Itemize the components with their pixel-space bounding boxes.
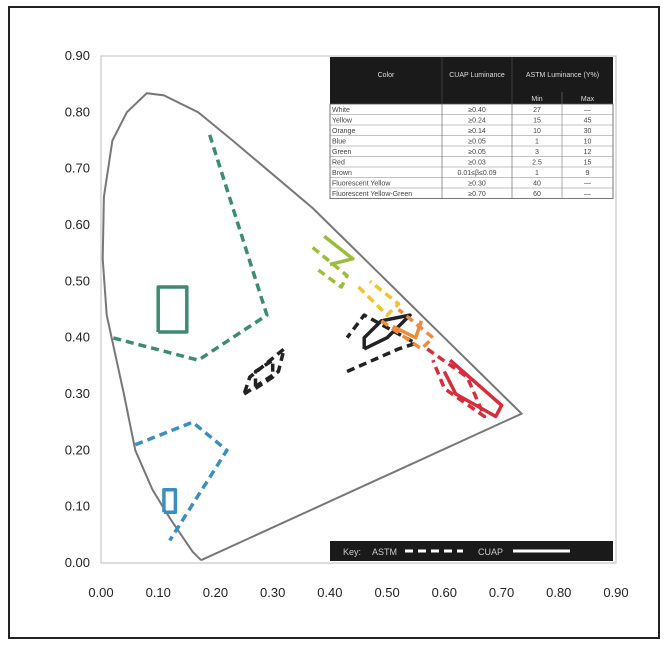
series-line-5 xyxy=(253,358,275,390)
series-line-2 xyxy=(134,420,229,542)
table-cell: ≥0.30 xyxy=(468,181,486,188)
table-header-0: Color xyxy=(378,72,395,79)
series-line-3 xyxy=(162,488,178,515)
y-tick-label: 0.00 xyxy=(65,555,90,570)
table-header-2: ASTM Luminance (Y%) xyxy=(526,72,599,79)
table-cell: 45 xyxy=(584,118,592,125)
x-tick-label: 0.20 xyxy=(203,585,228,600)
y-tick-label: 0.40 xyxy=(65,330,90,345)
table-cell: 15 xyxy=(584,160,592,167)
y-tick-label: 0.30 xyxy=(65,386,90,401)
series-line-14 xyxy=(442,358,504,419)
y-tick-label: 0.20 xyxy=(65,442,90,457)
table-cell: 0.01≤β≤0.09 xyxy=(458,170,497,177)
table-cell: Fluorescent Yellow-Green xyxy=(332,191,412,198)
series-line-11 xyxy=(380,308,435,351)
table-cell: Blue xyxy=(332,139,346,146)
series-line-12 xyxy=(392,320,424,340)
x-tick-label: 0.90 xyxy=(603,585,628,600)
table-cell: Fluorescent Yellow xyxy=(332,181,391,188)
y-tick-label: 0.80 xyxy=(65,104,90,119)
x-tick-label: 0.50 xyxy=(374,585,399,600)
table-cell: Brown xyxy=(332,170,352,177)
table-cell: 40 xyxy=(533,181,541,188)
y-tick-label: 0.10 xyxy=(65,499,90,514)
key-astm-label: ASTM xyxy=(372,547,397,557)
y-tick-label: 0.70 xyxy=(65,161,90,176)
table-cell: ≥0.24 xyxy=(468,118,486,125)
x-tick-label: 0.80 xyxy=(546,585,571,600)
table-cell: 9 xyxy=(586,170,590,177)
x-tick-label: 0.30 xyxy=(260,585,285,600)
x-tick-label: 0.70 xyxy=(489,585,514,600)
table-cell: White xyxy=(332,107,350,114)
table-cell: 10 xyxy=(584,139,592,146)
table-cell: 10 xyxy=(533,128,541,135)
table-cell: 60 xyxy=(533,191,541,198)
table-cell: 27 xyxy=(533,107,541,114)
table-cell: — xyxy=(584,191,591,198)
series-line-8 xyxy=(311,246,349,289)
table-cell: Red xyxy=(332,160,345,167)
table-subheader-0: Min xyxy=(531,96,542,103)
table-body xyxy=(329,103,614,199)
series-line-9 xyxy=(323,234,355,267)
table-header-1: CUAP Luminance xyxy=(449,72,505,79)
key-cuap-label: CUAP xyxy=(478,547,503,557)
table-cell: — xyxy=(584,107,591,114)
series-line-1 xyxy=(156,285,189,334)
y-tick-label: 0.90 xyxy=(65,48,90,63)
table-cell: ≥0.14 xyxy=(468,128,486,135)
table-cell: ≥0.05 xyxy=(468,149,486,156)
table-cell: ≥0.70 xyxy=(468,191,486,198)
table-cell: 1 xyxy=(535,170,539,177)
table-cell: ≥0.03 xyxy=(468,160,486,167)
table-cell: 2.5 xyxy=(532,160,542,167)
table-cell: Green xyxy=(332,149,352,156)
table-subheader-1: Max xyxy=(581,96,595,103)
series-line-7 xyxy=(362,313,412,351)
table-cell: Orange xyxy=(332,128,355,135)
series-line-13 xyxy=(426,347,487,419)
table-cell: 12 xyxy=(584,149,592,156)
table-cell: 30 xyxy=(584,128,592,135)
table-header-background xyxy=(330,57,613,104)
x-tick-label: 0.60 xyxy=(432,585,457,600)
x-tick-label: 0.00 xyxy=(88,585,113,600)
table-cell: ≥0.05 xyxy=(468,139,486,146)
x-tick-label: 0.10 xyxy=(146,585,171,600)
series-line-0 xyxy=(111,134,269,362)
y-tick-label: 0.60 xyxy=(65,217,90,232)
y-tick-label: 0.50 xyxy=(65,273,90,288)
table-cell: 3 xyxy=(535,149,539,156)
series-line-10 xyxy=(357,279,401,317)
key-label: Key: xyxy=(343,547,361,557)
table-cell: 15 xyxy=(533,118,541,125)
key-background xyxy=(330,541,613,561)
table-cell: ≥0.40 xyxy=(468,107,486,114)
table-cell: Yellow xyxy=(332,118,353,125)
table-cell: — xyxy=(584,181,591,188)
x-tick-label: 0.40 xyxy=(317,585,342,600)
spectral-locus xyxy=(101,92,524,562)
table-cell: 1 xyxy=(535,139,539,146)
